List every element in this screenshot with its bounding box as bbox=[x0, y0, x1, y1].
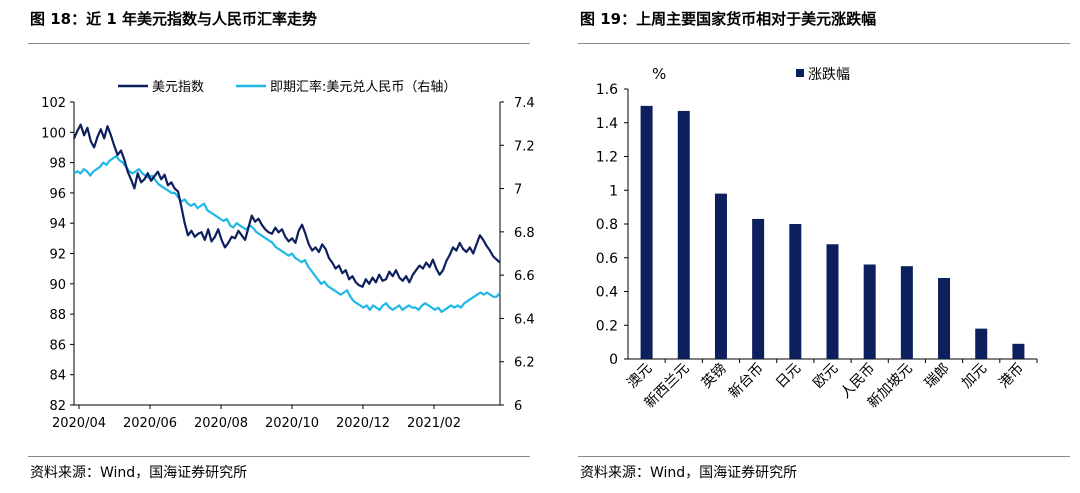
right-y-tick-label: 6.4 bbox=[514, 312, 535, 327]
legend-swatch-change bbox=[796, 69, 804, 77]
bar-y-tick-label: 1.4 bbox=[596, 116, 618, 132]
right-y-tick-label: 7 bbox=[514, 183, 522, 198]
left-y-tick-label: 96 bbox=[49, 187, 66, 202]
bar-category-label: 澳元 bbox=[624, 361, 655, 392]
bar-10 bbox=[1012, 343, 1025, 359]
bar-0 bbox=[640, 105, 653, 359]
bar-category-label: 日元 bbox=[773, 361, 804, 392]
right-source-note: 资料来源：Wind，国海证券研究所 bbox=[580, 465, 798, 481]
left-y-tick-label: 98 bbox=[49, 157, 66, 172]
x-tick-label: 2021/02 bbox=[407, 416, 461, 431]
bar-8 bbox=[938, 278, 951, 359]
usd-index-line bbox=[72, 123, 501, 288]
right-figure-title: 图 19：上周主要国家货币相对于美元涨跌幅 bbox=[580, 10, 877, 28]
bar-category-label: 英镑 bbox=[698, 360, 730, 392]
left-title-rule bbox=[28, 43, 530, 44]
bar-y-tick-label: 0.6 bbox=[596, 251, 618, 267]
bar-y-tick-label: 0.8 bbox=[596, 217, 618, 233]
bar-category-label: 港币 bbox=[996, 361, 1027, 392]
left-y-tick-label: 100 bbox=[41, 126, 66, 141]
left-figure-title: 图 18：近 1 年美元指数与人民币汇率走势 bbox=[30, 10, 317, 28]
right-y-tick-label: 6.2 bbox=[514, 356, 535, 371]
right-y-tick-label: 6.8 bbox=[514, 226, 535, 241]
bar-category-label: 新台币 bbox=[726, 361, 767, 402]
bar-category-label: 加元 bbox=[959, 361, 990, 392]
bar-3 bbox=[752, 218, 765, 359]
legend-label-change: 涨跌幅 bbox=[808, 67, 850, 83]
line-chart-legend: 美元指数 即期汇率:美元兑人民币（右轴） bbox=[118, 79, 456, 95]
right-y-tick-label: 7.2 bbox=[514, 139, 535, 154]
left-chart-panel: 图 18：近 1 年美元指数与人民币汇率走势 82 84 86 88 90 92 94 96 9… bbox=[28, 10, 535, 481]
right-y-tick-label: 7.4 bbox=[514, 96, 535, 111]
right-source-rule bbox=[578, 456, 1070, 457]
bar-category-label: 欧元 bbox=[810, 361, 841, 392]
bar-y-tick-label: 0 bbox=[609, 352, 618, 368]
bar-y-tick-label: 0.2 bbox=[596, 318, 618, 334]
left-y-tick-label: 90 bbox=[49, 278, 66, 293]
bar-y-tick-label: 1.2 bbox=[596, 150, 618, 166]
bar-5 bbox=[826, 244, 839, 359]
right-y-tick-label: 6 bbox=[514, 399, 522, 414]
left-source-note: 资料来源：Wind，国海证券研究所 bbox=[30, 465, 248, 481]
left-y-tick-label: 92 bbox=[49, 248, 66, 263]
bar-9 bbox=[975, 328, 988, 359]
bar-y-tick-label: 1.6 bbox=[596, 82, 618, 98]
left-y-tick-label: 94 bbox=[49, 217, 66, 232]
right-y-tick-label: 6.6 bbox=[514, 269, 535, 284]
usdcny-line bbox=[73, 155, 501, 313]
bar-chart-unit-label: % bbox=[652, 65, 666, 83]
legend-label-usd-index: 美元指数 bbox=[152, 80, 204, 95]
left-y-tick-label: 88 bbox=[49, 308, 66, 323]
bar-6 bbox=[863, 264, 876, 359]
x-tick-label: 2020/04 bbox=[52, 416, 106, 431]
bar-chart-legend: 涨跌幅 bbox=[796, 67, 850, 83]
bar-1 bbox=[677, 110, 690, 359]
right-title-rule bbox=[578, 43, 1070, 44]
left-y-tick-label: 84 bbox=[49, 369, 66, 384]
bar-4 bbox=[789, 224, 802, 359]
right-chart-panel: 图 19：上周主要国家货币相对于美元涨跌幅 % 涨跌幅 0 0.2 0.4 0.6 0.… bbox=[540, 0, 1080, 493]
bar-7 bbox=[900, 266, 913, 359]
legend-label-usdcny: 即期汇率:美元兑人民币（右轴） bbox=[270, 79, 456, 95]
left-y-tick-label: 82 bbox=[49, 399, 66, 414]
x-tick-label: 2020/08 bbox=[194, 416, 248, 431]
bar-2 bbox=[714, 193, 727, 359]
x-tick-label: 2020/10 bbox=[265, 416, 319, 431]
x-tick-label: 2020/12 bbox=[336, 416, 390, 431]
bar-y-tick-label: 1 bbox=[609, 183, 618, 199]
bar-category-label: 瑞郎 bbox=[922, 361, 953, 392]
line-chart: 82 84 86 88 90 92 94 96 98 100 102 6 6.2 6.4 6.6 6.8 7 7.… bbox=[41, 79, 535, 431]
left-y-tick-label: 86 bbox=[49, 338, 66, 353]
x-tick-label: 2020/06 bbox=[123, 416, 177, 431]
left-y-tick-label: 102 bbox=[41, 96, 66, 111]
left-source-rule bbox=[28, 456, 530, 457]
bar-y-tick-label: 0.4 bbox=[596, 285, 618, 301]
